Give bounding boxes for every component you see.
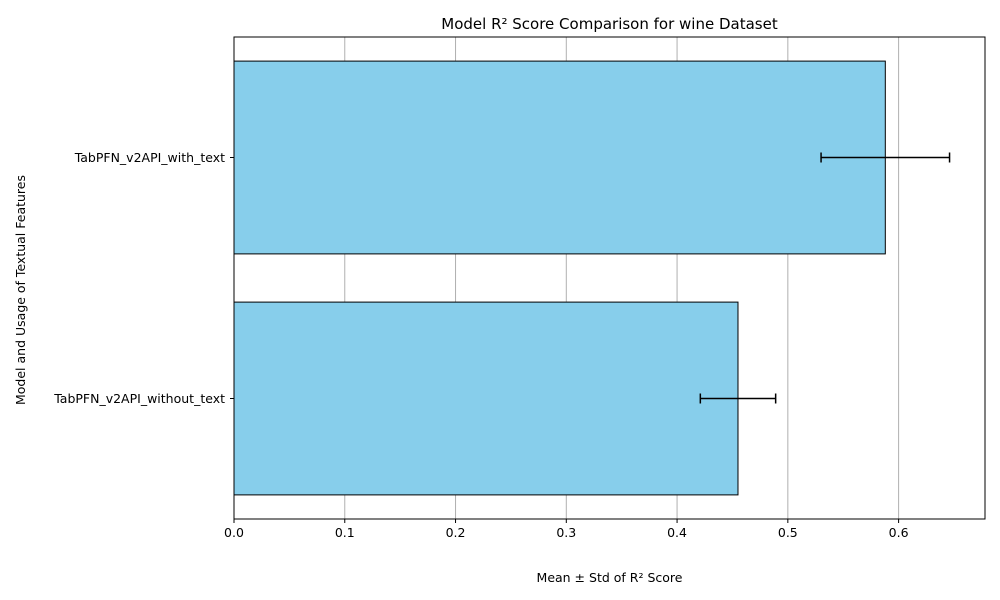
x-tick-label: 0.3 [556, 525, 576, 540]
bar [233, 301, 739, 496]
y-tick-label: TabPFN_v2API_with_text [74, 150, 225, 165]
x-tick-label: 0.6 [889, 525, 909, 540]
x-tick-label: 0.2 [446, 525, 466, 540]
error-bar-layer [699, 152, 951, 404]
y-tick-label: TabPFN_v2API_without_text [53, 391, 225, 406]
x-axis-label: Mean ± Std of R² Score [537, 570, 683, 585]
plot-frame [233, 36, 986, 520]
bar-layer [233, 60, 886, 496]
x-tick-label: 0.5 [778, 525, 798, 540]
x-tick-label: 0.0 [224, 525, 244, 540]
chart-title: Model R² Score Comparison for wine Datas… [441, 15, 778, 33]
y-axis-ticks: TabPFN_v2API_without_text TabPFN_v2API_wi… [53, 150, 234, 406]
x-tick-label: 0.4 [667, 525, 687, 540]
bar [233, 60, 886, 255]
x-tick-label: 0.1 [335, 525, 355, 540]
x-axis-ticks: 0.0 0.1 0.2 0.3 0.4 0.5 0.6 [224, 519, 909, 540]
y-axis-label: Model and Usage of Textual Features [13, 175, 28, 405]
